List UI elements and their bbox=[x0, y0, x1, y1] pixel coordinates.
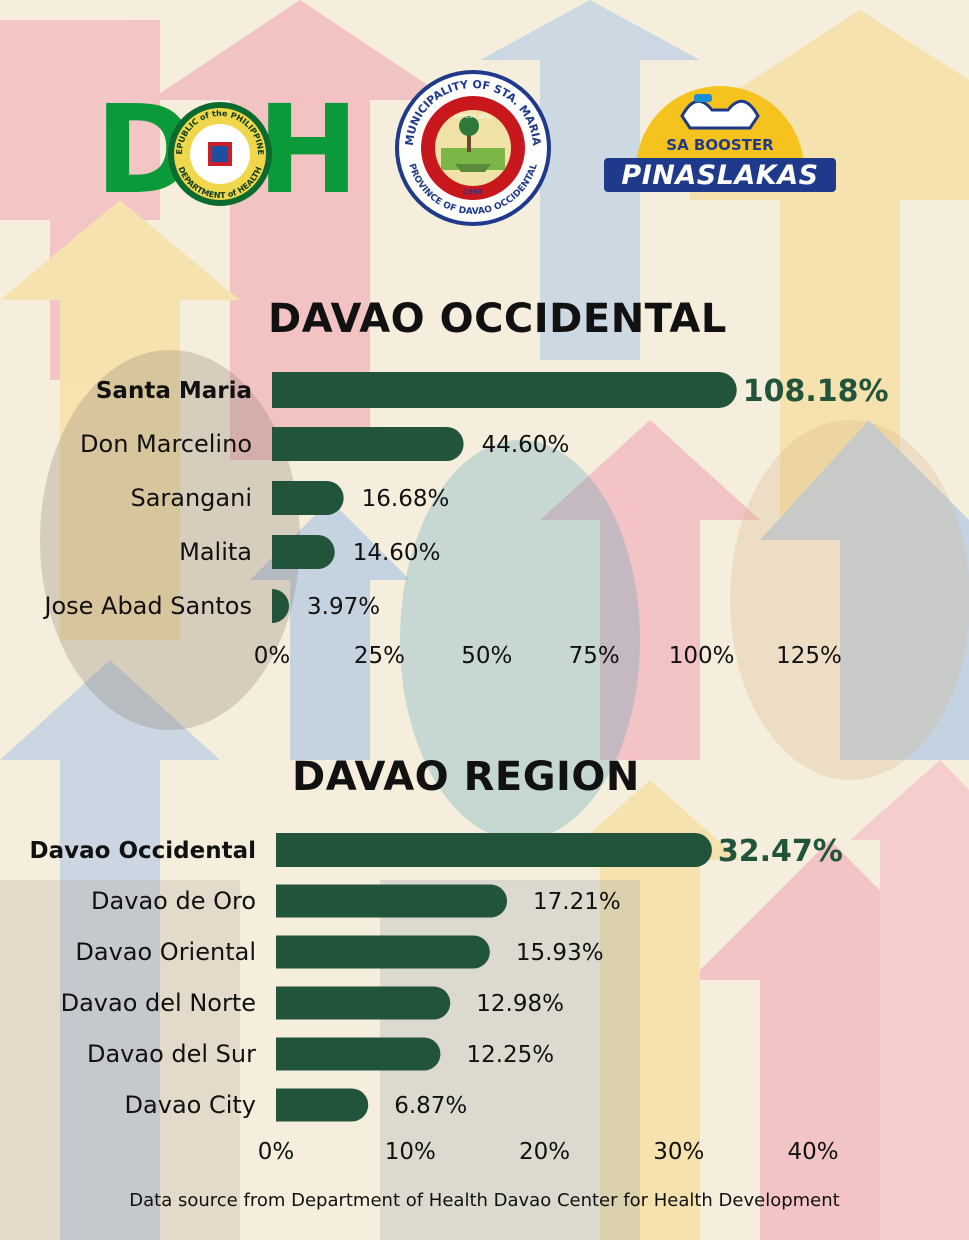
category-label: Jose Abad Santos bbox=[42, 592, 252, 620]
seal-year-text: 1968 bbox=[463, 188, 483, 196]
category-label: Davao City bbox=[125, 1091, 256, 1119]
bar bbox=[272, 535, 335, 569]
pinaslakas-wordmark: PINASLAKAS bbox=[621, 160, 818, 191]
bar bbox=[272, 427, 464, 461]
category-label: Davao de Oro bbox=[91, 887, 256, 915]
category-label: Sarangani bbox=[130, 484, 252, 512]
value-label: 32.47% bbox=[718, 834, 843, 869]
value-label: 3.97% bbox=[307, 594, 380, 620]
category-label: Davao Oriental bbox=[75, 938, 256, 966]
bar bbox=[272, 372, 737, 408]
bar bbox=[276, 986, 451, 1020]
x-tick-label: 40% bbox=[787, 1139, 838, 1165]
category-label: Santa Maria bbox=[96, 378, 252, 404]
value-label: 16.68% bbox=[362, 486, 450, 512]
value-label: 17.21% bbox=[533, 889, 621, 915]
x-tick-label: 0% bbox=[254, 643, 291, 669]
category-label: Malita bbox=[179, 538, 252, 566]
bar bbox=[276, 833, 712, 867]
doh-letter-h: H bbox=[257, 79, 360, 221]
chart2-bar-chart: Davao Occidental 32.47% Davao de Oro 17.21%… bbox=[30, 833, 843, 1165]
chart1-bar-chart: Santa Maria 108.18% Don Marcelino 44.60% Sar… bbox=[42, 372, 889, 669]
bar bbox=[272, 589, 290, 623]
bar bbox=[276, 935, 490, 969]
x-tick-label: 20% bbox=[519, 1139, 570, 1165]
seal-official-text: OFFICIAL SEAL bbox=[455, 114, 492, 120]
x-tick-label: 125% bbox=[776, 643, 842, 669]
chart1-title: DAVAO OCCIDENTAL bbox=[268, 296, 727, 342]
doh-seal-icon: REPUBLIC of the PHILIPPINES DEPARTMENT o… bbox=[166, 100, 272, 206]
bar bbox=[276, 1037, 441, 1071]
x-tick-label: 100% bbox=[669, 643, 735, 669]
category-label: Don Marcelino bbox=[80, 430, 252, 458]
municipality-seal-icon: MUNICIPALITY OF STA. MARIA PROVINCE OF D… bbox=[395, 70, 551, 226]
x-tick-label: 25% bbox=[354, 643, 405, 669]
x-tick-label: 0% bbox=[258, 1139, 295, 1165]
category-label: Davao del Norte bbox=[61, 989, 256, 1017]
value-label: 14.60% bbox=[353, 540, 441, 566]
data-source-footer: Data source from Department of Health Da… bbox=[129, 1190, 840, 1211]
pinaslakas-tagline: SA BOOSTER bbox=[666, 136, 774, 154]
value-label: 44.60% bbox=[482, 432, 570, 458]
value-label: 15.93% bbox=[516, 940, 604, 966]
category-label: Davao Occidental bbox=[30, 838, 256, 864]
bar bbox=[276, 884, 508, 918]
value-label: 12.25% bbox=[466, 1042, 554, 1068]
category-label: Davao del Sur bbox=[87, 1040, 256, 1068]
x-tick-label: 10% bbox=[385, 1139, 436, 1165]
pinaslakas-logo: SA BOOSTER PINASLAKAS bbox=[604, 86, 836, 192]
value-label: 108.18% bbox=[743, 374, 889, 409]
value-label: 12.98% bbox=[476, 991, 564, 1017]
x-tick-label: 75% bbox=[569, 643, 620, 669]
chart2-title: DAVAO REGION bbox=[292, 754, 640, 800]
value-label: 6.87% bbox=[394, 1093, 467, 1119]
x-tick-label: 30% bbox=[653, 1139, 704, 1165]
x-tick-label: 50% bbox=[461, 643, 512, 669]
bar bbox=[276, 1088, 369, 1122]
bar bbox=[272, 481, 344, 515]
